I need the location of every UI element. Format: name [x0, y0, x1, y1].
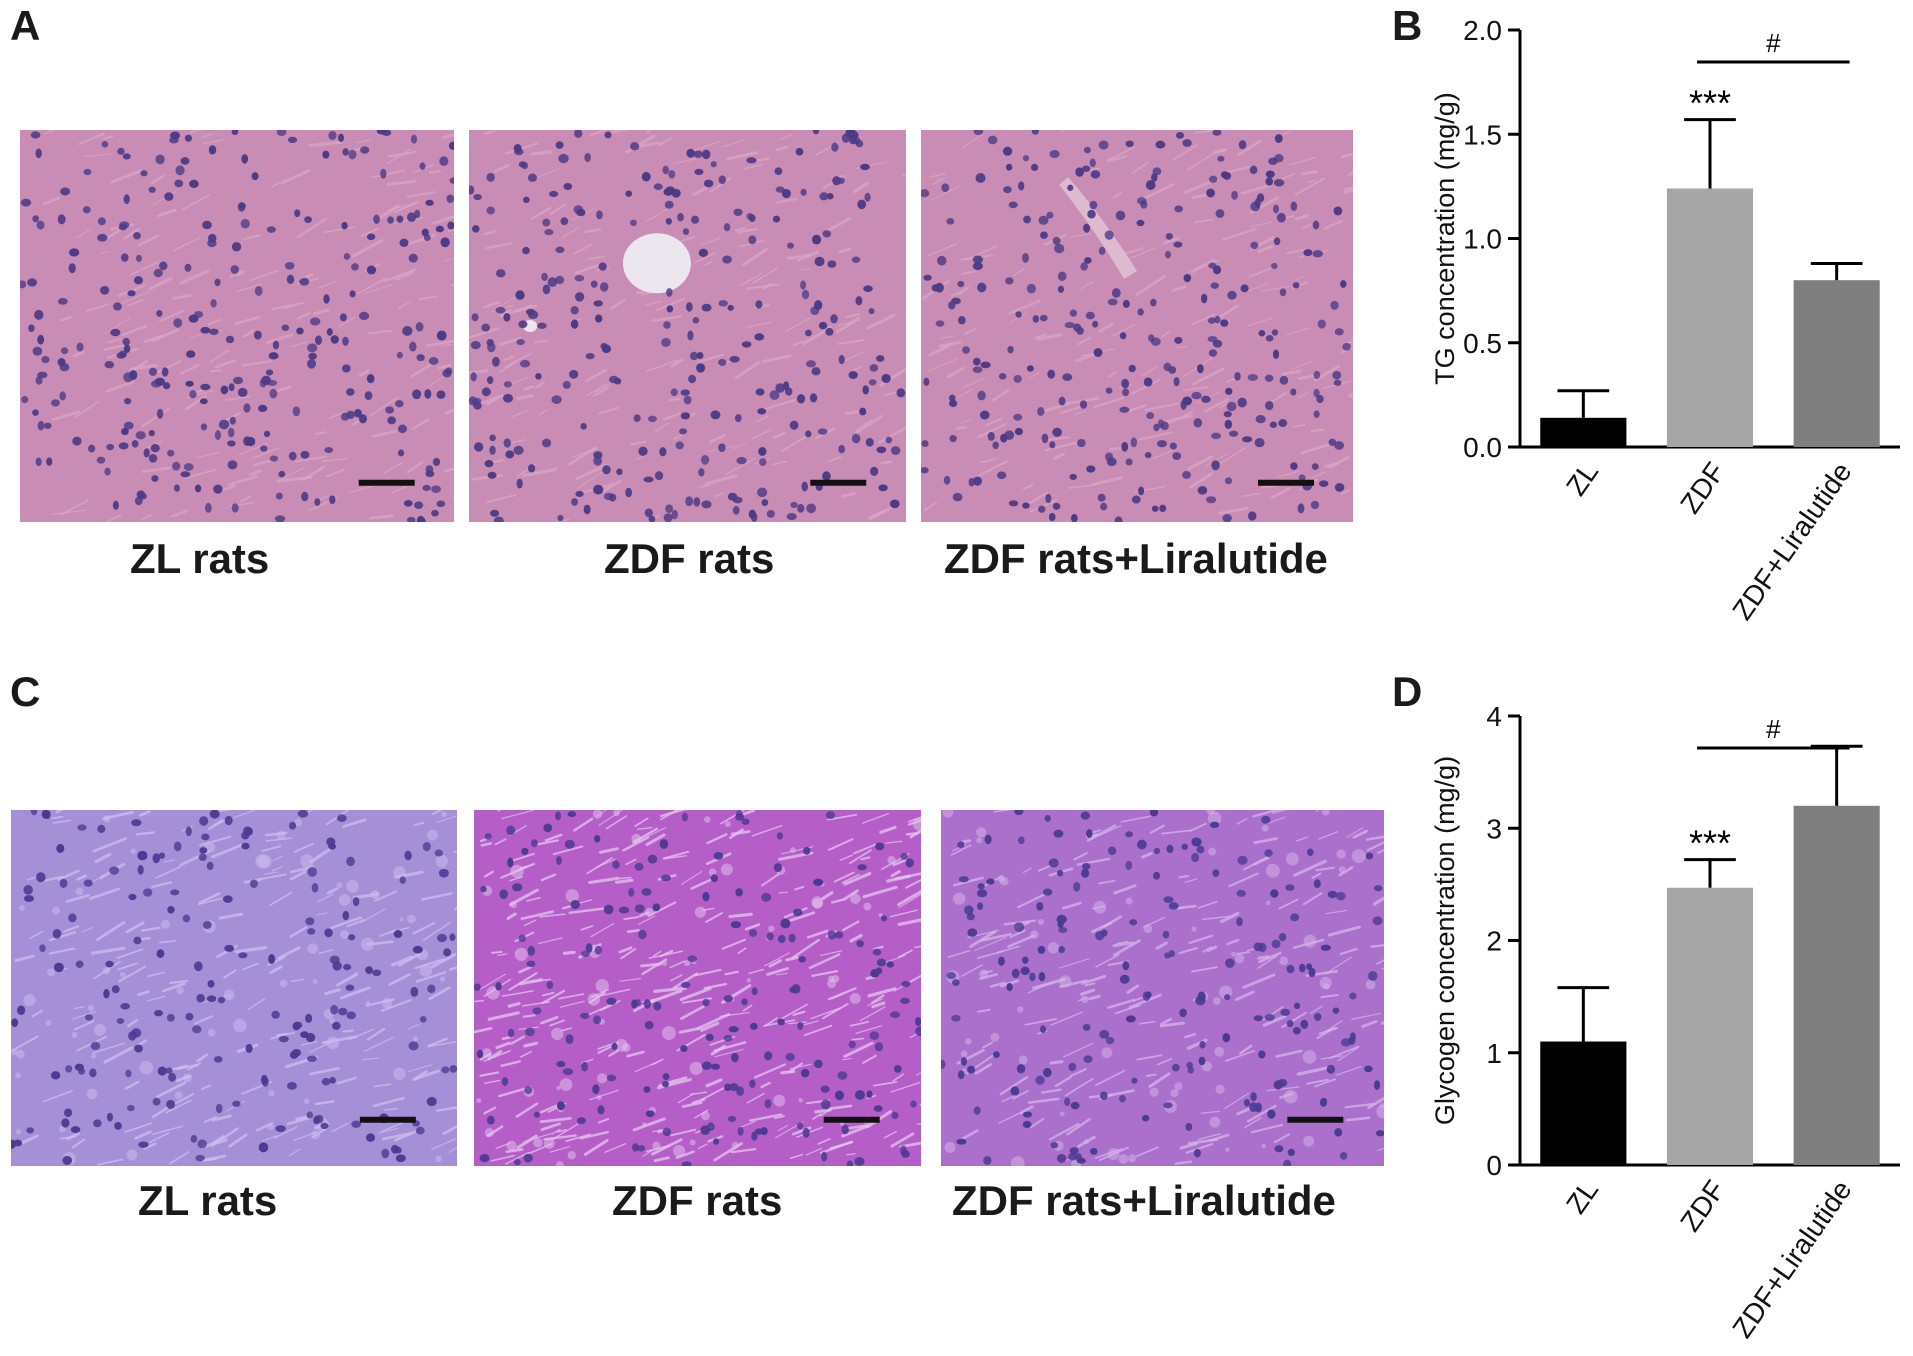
y-axis-label: Glycogen concentration (mg/g): [1430, 756, 1460, 1125]
chart-b-tg-concentration: 0.0 0.5 1.0 1.5 2.0 TG concentration (mg/g) ZL…: [1430, 15, 1900, 626]
significance-hash: #: [1766, 714, 1781, 744]
y-tick-label: 1.5: [1463, 119, 1502, 150]
significance-stars: ***: [1689, 83, 1731, 124]
he-micrograph-zdf: [469, 130, 906, 522]
bar-zl: [1540, 1041, 1627, 1165]
panel-letter-a: A: [10, 2, 41, 49]
panel-letter-d: D: [1392, 668, 1423, 715]
y-tick-label: 2.0: [1463, 15, 1502, 46]
caption-a-zl: ZL rats: [130, 535, 270, 582]
he-micrograph-zdf-liralutide: [921, 130, 1353, 522]
y-tick-label: 4: [1486, 701, 1502, 732]
he-micrograph-zl: [20, 130, 454, 522]
chart-d-glycogen-concentration: 0 1 2 3 4 Glycogen concentration (mg/g) ZL ZDFZ…: [1430, 701, 1900, 1344]
x-category-label: ZL: [1560, 457, 1604, 502]
x-category-label: ZL: [1560, 1175, 1604, 1220]
pas-micrograph-zl: [11, 810, 457, 1166]
caption-c-zdf-liralutide: ZDF rats+Liralutide: [952, 1177, 1336, 1224]
caption-c-zdf: ZDF rats: [612, 1177, 783, 1224]
bar-zdf-liralutide: [1793, 805, 1880, 1165]
panel-letter-b: B: [1392, 2, 1423, 49]
x-category-label: ZDF: [1674, 1175, 1731, 1237]
bar-zl: [1540, 417, 1627, 447]
x-category-label: ZDF+Liralutide: [1726, 457, 1857, 626]
y-tick-label: 0.0: [1463, 432, 1502, 463]
significance-hash: #: [1766, 28, 1781, 58]
panel-letter-c: C: [10, 668, 41, 715]
y-tick-label: 3: [1486, 813, 1502, 844]
caption-c-zl: ZL rats: [138, 1177, 278, 1224]
significance-stars: ***: [1689, 823, 1731, 864]
bar-zdf-liralutide: [1793, 280, 1880, 447]
x-category-label: ZDF: [1674, 457, 1731, 519]
y-tick-label: 0: [1486, 1150, 1502, 1181]
y-tick-label: 1: [1486, 1038, 1502, 1069]
caption-a-zdf-liralutide: ZDF rats+Liralutide: [944, 535, 1328, 582]
y-tick-label: 0.5: [1463, 328, 1502, 359]
y-tick-label: 2: [1486, 926, 1502, 957]
y-axis-label: TG concentration (mg/g): [1430, 92, 1460, 385]
pas-micrograph-zdf-liralutide: [941, 810, 1384, 1166]
x-category-label: ZDF+Liralutide: [1726, 1175, 1857, 1344]
caption-a-zdf: ZDF rats: [604, 535, 775, 582]
pas-micrograph-zdf: [474, 810, 921, 1166]
bar-zdf: [1666, 887, 1754, 1165]
y-tick-label: 1.0: [1463, 224, 1502, 255]
bar-zdf: [1666, 188, 1754, 447]
